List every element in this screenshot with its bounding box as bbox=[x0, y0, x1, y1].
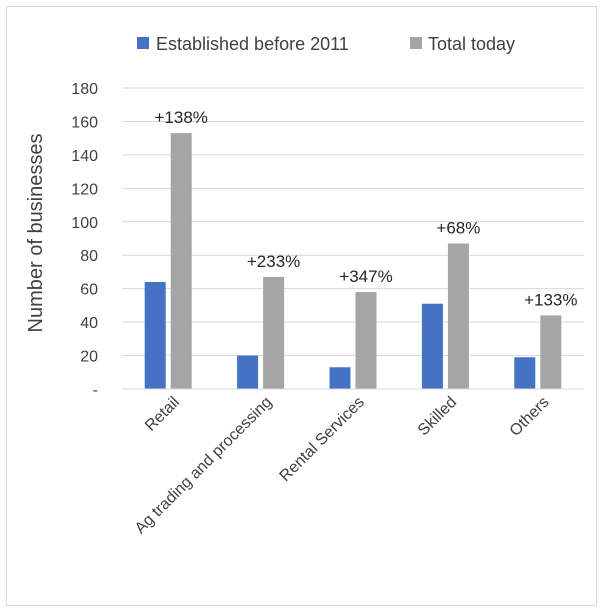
established-bar bbox=[237, 355, 259, 389]
total-bar bbox=[170, 133, 192, 389]
legend: Established before 2011 Total today bbox=[137, 34, 515, 54]
bar-annotations: +138% +233% +347% +68% +133% bbox=[154, 108, 577, 309]
percent-change-label: +138% bbox=[154, 108, 207, 127]
legend-swatch-total bbox=[410, 37, 422, 49]
y-tick-label: 120 bbox=[71, 181, 98, 198]
gridlines bbox=[122, 87, 584, 357]
bars bbox=[144, 133, 562, 389]
x-category-label: Skilled bbox=[415, 394, 460, 439]
total-bar bbox=[447, 243, 469, 389]
chart-frame bbox=[6, 6, 597, 606]
x-category-label: Rental Services bbox=[277, 394, 368, 485]
percent-change-label: +68% bbox=[436, 219, 480, 238]
total-bar bbox=[263, 276, 285, 389]
established-bar bbox=[421, 303, 443, 389]
y-tick-label: 80 bbox=[80, 248, 98, 265]
y-tick-label: 20 bbox=[80, 349, 98, 366]
x-category-label: Others bbox=[507, 394, 553, 440]
total-bar bbox=[355, 292, 377, 389]
y-tick-label: 60 bbox=[80, 282, 98, 299]
y-tick-label: 140 bbox=[71, 148, 98, 165]
x-category-label: Retail bbox=[142, 394, 183, 435]
legend-label-total: Total today bbox=[428, 34, 515, 54]
established-bar bbox=[329, 367, 351, 389]
percent-change-label: +133% bbox=[524, 290, 577, 309]
established-bar bbox=[144, 281, 166, 389]
y-tick-label: 160 bbox=[71, 114, 98, 131]
y-tick-label: 180 bbox=[71, 81, 98, 98]
y-axis-ticks: - 20 40 60 80 100 120 140 160 180 bbox=[71, 81, 98, 399]
percent-change-label: +233% bbox=[247, 252, 300, 271]
legend-label-established: Established before 2011 bbox=[156, 34, 349, 54]
legend-swatch-established bbox=[137, 37, 149, 49]
y-axis-title: Number of businesses bbox=[25, 134, 47, 333]
y-tick-label: 40 bbox=[80, 315, 98, 332]
established-bar bbox=[514, 357, 536, 389]
total-bar bbox=[540, 315, 562, 389]
y-tick-label: - bbox=[93, 382, 98, 399]
percent-change-label: +347% bbox=[339, 267, 392, 286]
y-tick-label: 100 bbox=[71, 215, 98, 232]
